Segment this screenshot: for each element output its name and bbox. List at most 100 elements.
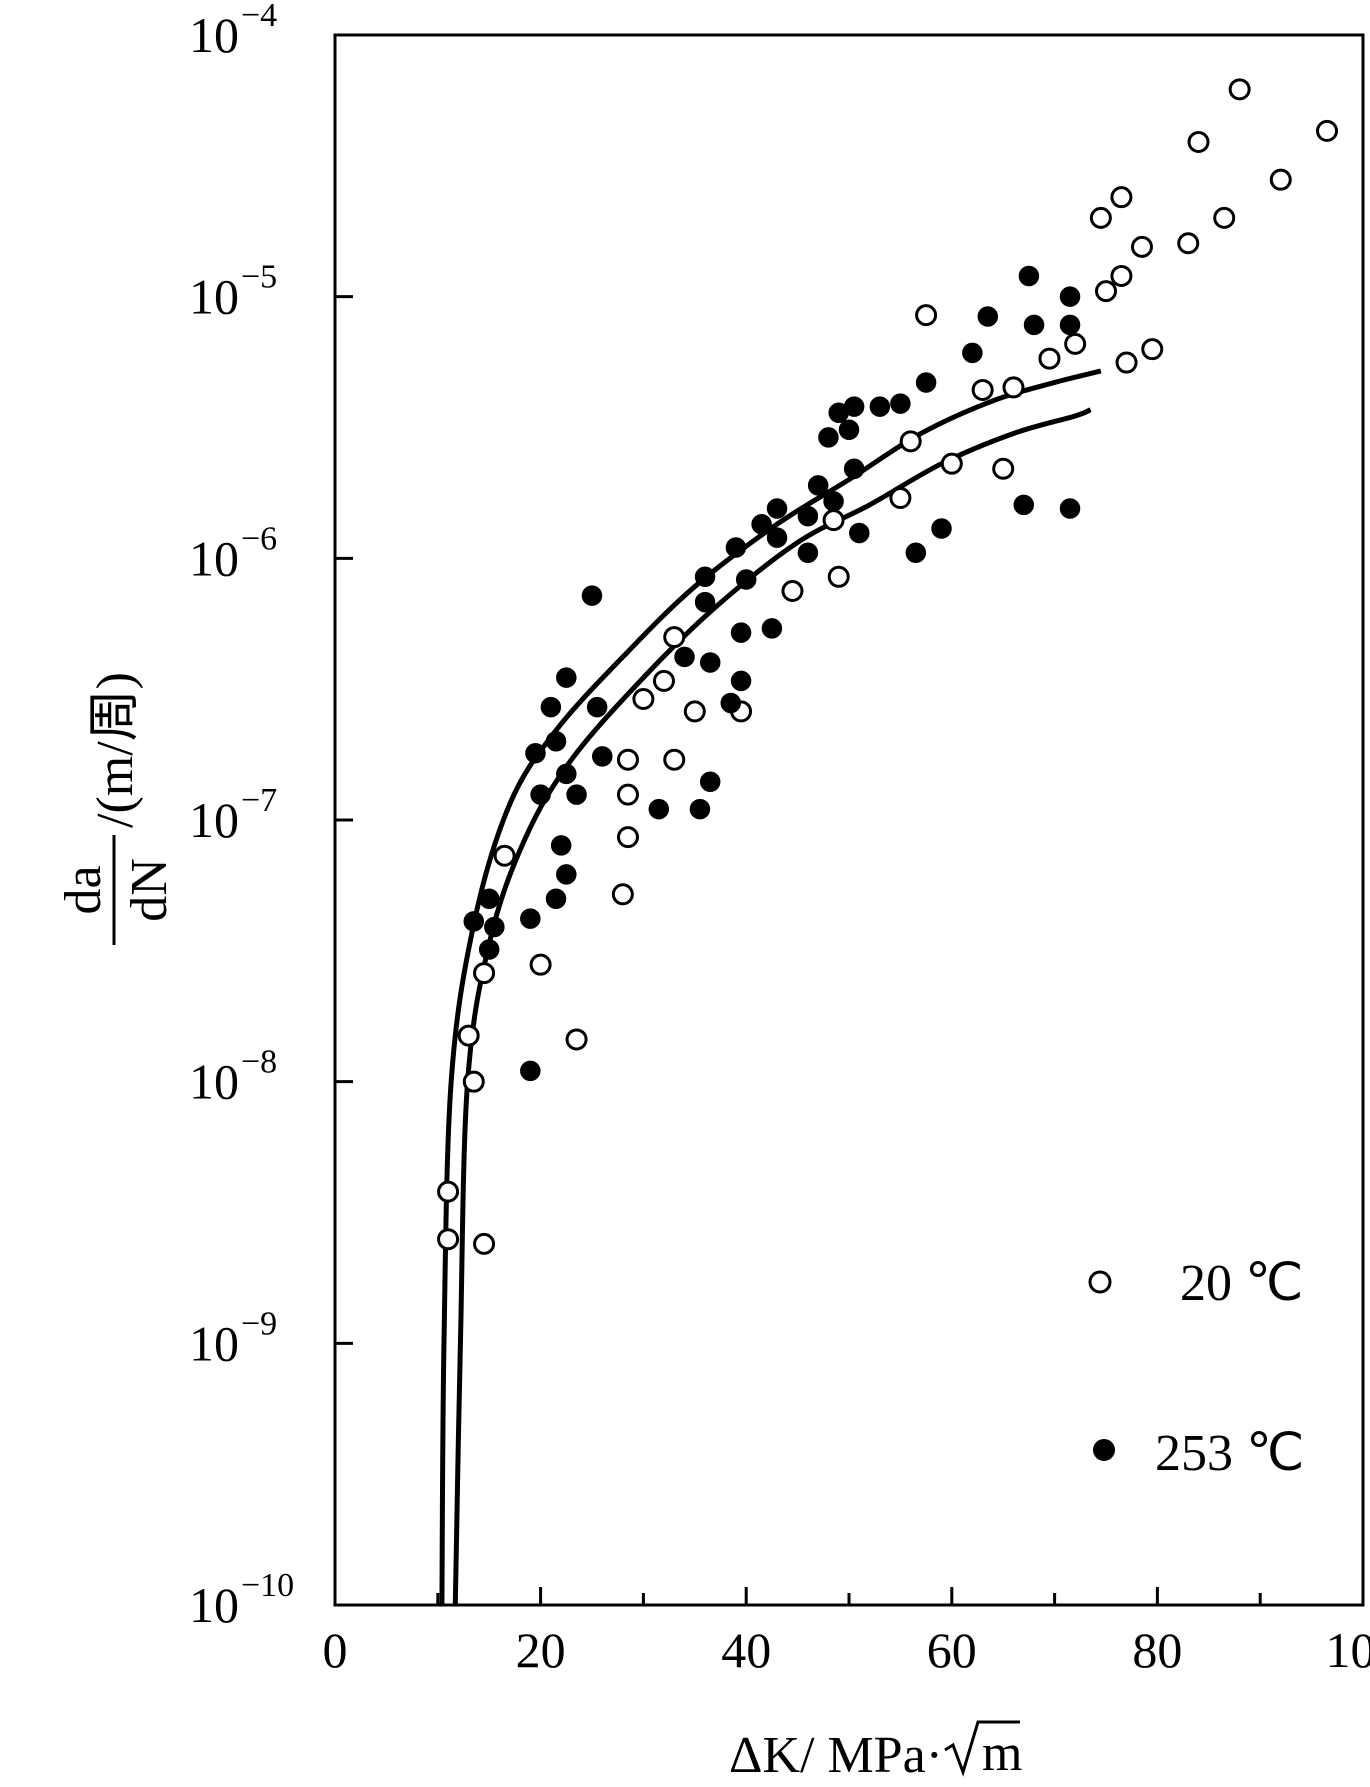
y-tick-exponent: −7 — [241, 782, 277, 819]
point-253c — [1013, 494, 1035, 516]
point-253c — [545, 888, 567, 910]
point-253c — [545, 730, 567, 752]
point-253c — [478, 888, 500, 910]
point-253c — [478, 939, 500, 960]
legend-label-253c: 253 ℃ — [1155, 1425, 1304, 1482]
fit-curves — [439, 368, 1102, 1606]
point-253c — [843, 458, 865, 479]
point-20c — [663, 626, 686, 649]
point-253c — [694, 591, 716, 613]
point-20c — [1316, 119, 1339, 142]
point-20c — [1213, 206, 1236, 229]
point-20c — [663, 748, 686, 771]
point-253c — [694, 566, 716, 588]
point-253c — [931, 518, 952, 539]
point-20c — [1187, 131, 1210, 154]
point-20c — [781, 580, 804, 603]
point-20c — [473, 962, 496, 985]
point-20c — [1228, 78, 1251, 101]
y-axis-denominator: dN — [121, 858, 178, 922]
y-tick-label: 10 — [189, 792, 239, 848]
point-20c — [437, 1228, 460, 1251]
fit-curve-1 — [452, 407, 1092, 1606]
point-20c — [940, 452, 963, 475]
point-253c — [556, 864, 577, 885]
legend-marker-20c — [1088, 1270, 1112, 1294]
point-20c — [992, 457, 1015, 480]
legend-label-20c: 20 ℃ — [1180, 1255, 1303, 1312]
point-253c — [1059, 314, 1081, 336]
point-253c — [838, 419, 860, 441]
point-253c — [735, 569, 757, 590]
plot-frame — [333, 33, 1365, 1607]
point-253c — [807, 475, 829, 496]
fit-curve-0 — [439, 368, 1102, 1606]
point-253c — [751, 513, 772, 535]
point-20c — [1115, 351, 1138, 374]
point-20c — [616, 826, 639, 849]
point-20c — [1095, 280, 1117, 303]
point-253c — [648, 798, 670, 820]
point-253c — [890, 393, 911, 414]
point-253c — [797, 542, 819, 564]
point-20c — [915, 304, 938, 327]
x-axis-title: ΔK/ MPa· m — [729, 1720, 1022, 1784]
point-20c — [632, 688, 655, 711]
point-253c — [484, 916, 505, 938]
point-20c — [1177, 232, 1200, 255]
point-20c — [1064, 332, 1087, 355]
point-253c — [463, 911, 485, 932]
x-tick-label: 80 — [1132, 1622, 1182, 1678]
point-253c — [905, 542, 927, 564]
point-253c — [977, 306, 999, 327]
point-20c — [1110, 186, 1133, 209]
point-253c — [1059, 498, 1081, 519]
point-253c — [1023, 314, 1045, 336]
point-253c — [586, 696, 608, 718]
point-20c — [493, 844, 516, 867]
point-20c — [827, 565, 850, 588]
x-tick-label: 40 — [721, 1622, 771, 1678]
y-tick-exponent: −6 — [241, 520, 277, 557]
point-20c — [611, 883, 634, 906]
point-253c — [674, 646, 695, 668]
point-253c — [1059, 286, 1081, 307]
point-253c — [766, 498, 788, 519]
point-253c — [869, 396, 891, 417]
point-253c — [725, 537, 747, 558]
point-20c — [1141, 338, 1164, 361]
ticks: 02040608010010−1010−910−810−710−610−510−… — [189, 0, 1370, 1678]
y-axis-unit: /(m/周) — [87, 672, 144, 828]
point-253c — [915, 372, 937, 393]
point-253c — [962, 342, 983, 364]
point-253c — [730, 670, 752, 692]
legend: 20 ℃ 253 ℃ — [1088, 1255, 1304, 1482]
point-253c — [823, 491, 844, 512]
point-253c — [525, 742, 546, 764]
point-20c — [1002, 376, 1025, 399]
y-tick-exponent: −8 — [241, 1044, 277, 1081]
y-tick-label: 10 — [189, 1315, 239, 1371]
y-tick-label: 10 — [189, 7, 239, 63]
point-253c — [689, 798, 711, 820]
point-20c — [437, 1180, 460, 1203]
point-20c — [971, 378, 994, 401]
point-253c — [592, 746, 613, 767]
y-tick-exponent: −10 — [241, 1567, 294, 1604]
point-20c — [565, 1028, 588, 1051]
point-253c — [720, 692, 742, 714]
point-20c — [462, 1070, 485, 1093]
y-tick-label: 10 — [189, 1054, 239, 1110]
data-points — [437, 78, 1339, 1255]
axes — [333, 33, 1365, 1607]
point-253c — [761, 618, 783, 639]
point-20c — [1110, 264, 1133, 287]
point-20c — [652, 669, 675, 692]
point-20c — [1038, 347, 1061, 370]
point-20c — [683, 700, 706, 723]
point-20c — [473, 1232, 496, 1255]
x-tick-label: 60 — [927, 1622, 977, 1678]
point-253c — [849, 522, 870, 544]
point-20c — [457, 1024, 480, 1047]
y-tick-label: 10 — [189, 1577, 239, 1633]
